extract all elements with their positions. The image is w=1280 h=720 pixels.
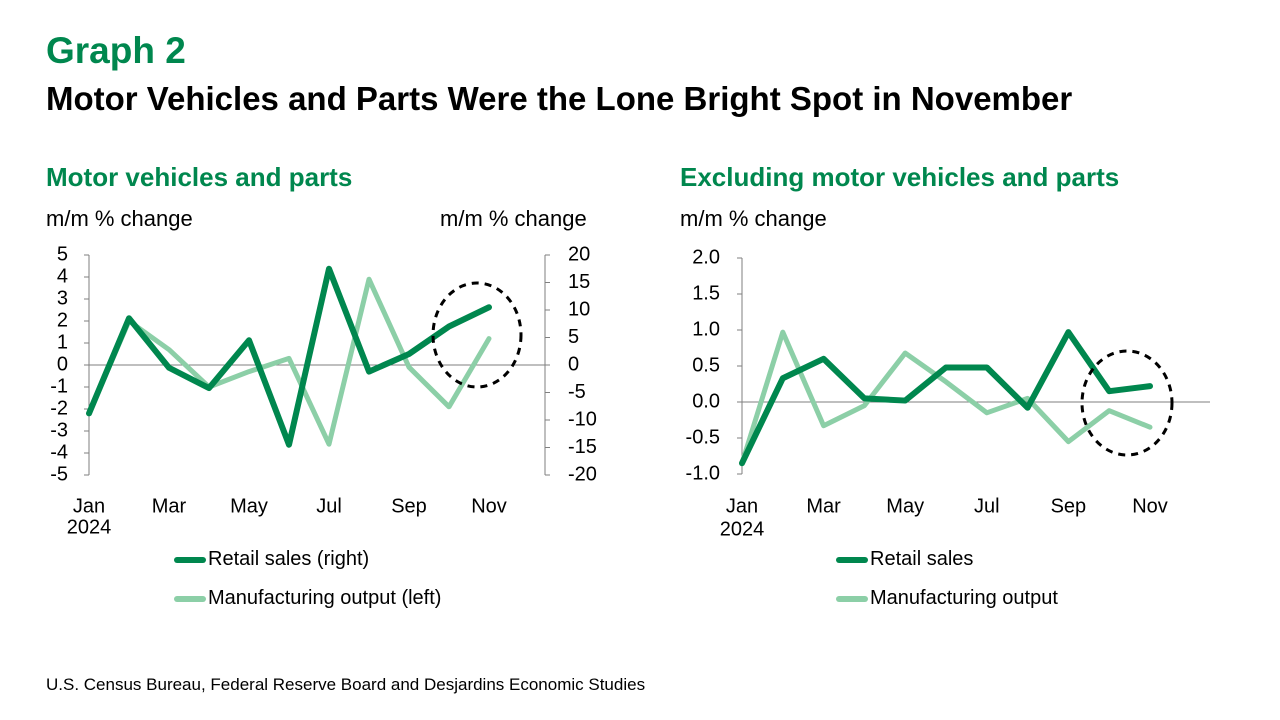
right-x-year-label: 2024 bbox=[720, 518, 765, 540]
legend-label: Retail sales (right) bbox=[208, 548, 370, 570]
right-chart-tick-label: 0.0 bbox=[692, 390, 720, 412]
right-chart-tick-label: -0.5 bbox=[686, 426, 720, 448]
right-chart-title: Excluding motor vehicles and parts bbox=[680, 162, 1120, 192]
source-note: U.S. Census Bureau, Federal Reserve Boar… bbox=[46, 675, 646, 694]
left-legend-manufacturing-output: Manufacturing output (left) bbox=[174, 587, 441, 610]
right-axis-tick-label: 0 bbox=[568, 353, 579, 375]
left-x-tick-label: Jul bbox=[316, 495, 342, 517]
legend-label: Manufacturing output (left) bbox=[208, 587, 442, 609]
right-x-tick-label: Jul bbox=[974, 495, 1000, 517]
left-series-manufacturing-output-line bbox=[86, 276, 492, 447]
right-x-tick-label: Mar bbox=[806, 495, 841, 517]
right-axis-tick-label: -5 bbox=[568, 381, 586, 403]
left-axis-tick-label: 1 bbox=[57, 331, 68, 353]
left-x-tick-label: May bbox=[230, 495, 268, 517]
left-axis-tick-label: -4 bbox=[50, 441, 68, 463]
page-title: Motor Vehicles and Parts Were the Lone B… bbox=[46, 80, 1073, 117]
left-x-tick-label: Mar bbox=[152, 495, 187, 517]
left-axis-tick-label: 3 bbox=[57, 287, 68, 309]
legend-swatch-dark-green bbox=[174, 556, 206, 563]
right-legend-retail-sales: Retail sales bbox=[836, 548, 973, 571]
right-axis-tick-label: 20 bbox=[568, 243, 590, 265]
left-x-tick-label: Jan bbox=[73, 495, 105, 517]
right-chart-tick-label: 1.0 bbox=[692, 318, 720, 340]
right-axis-tick-label: -10 bbox=[568, 408, 597, 430]
right-chart-axis-unit: m/m % change bbox=[680, 206, 827, 231]
left-axis-tick-label: 5 bbox=[57, 243, 68, 265]
legend-swatch-light-green bbox=[174, 595, 206, 602]
left-axis-tick-label: 2 bbox=[57, 309, 68, 331]
right-axis-tick-label: 10 bbox=[568, 298, 590, 320]
left-chart-left-axis-unit: m/m % change bbox=[46, 206, 193, 231]
right-axis-tick-label: -15 bbox=[568, 436, 597, 458]
right-x-tick-label: May bbox=[886, 495, 924, 517]
left-annotation-circle bbox=[431, 281, 523, 389]
right-series-manufacturing-output-line bbox=[739, 329, 1153, 466]
right-x-tick-label: Sep bbox=[1051, 495, 1087, 517]
legend-label: Retail sales bbox=[870, 548, 974, 570]
right-axis-tick-label: 5 bbox=[568, 326, 579, 348]
left-chart-title: Motor vehicles and parts bbox=[46, 162, 353, 192]
left-chart-right-axis-unit: m/m % change bbox=[440, 206, 587, 231]
left-axis-tick-label: 4 bbox=[57, 265, 68, 287]
left-x-tick-label: Sep bbox=[391, 495, 427, 517]
left-axis-tick-label: -3 bbox=[50, 419, 68, 441]
left-axis-tick-label: -5 bbox=[50, 463, 68, 485]
left-axis-tick-label: 0 bbox=[57, 353, 68, 375]
right-legend-manufacturing-output: Manufacturing output bbox=[836, 587, 1058, 610]
right-series-retail-sales-line bbox=[739, 329, 1153, 467]
left-x-year-label: 2024 bbox=[67, 516, 112, 538]
right-annotation-circle bbox=[1080, 349, 1174, 457]
right-axis-tick-label: -20 bbox=[568, 463, 597, 485]
left-legend-retail-sales: Retail sales (right) bbox=[174, 548, 369, 571]
graph-label: Graph 2 bbox=[46, 30, 186, 71]
right-axis-tick-label: 15 bbox=[568, 271, 590, 293]
right-chart-tick-label: 0.5 bbox=[692, 354, 720, 376]
legend-swatch-light-green bbox=[836, 595, 868, 602]
legend-swatch-dark-green bbox=[836, 556, 868, 563]
left-axis-tick-label: -1 bbox=[50, 375, 68, 397]
right-x-tick-label: Nov bbox=[1132, 495, 1168, 517]
left-axis-tick-label: -2 bbox=[50, 397, 68, 419]
legend-label: Manufacturing output bbox=[870, 587, 1058, 609]
right-chart-tick-label: 1.5 bbox=[692, 282, 720, 304]
right-x-tick-label: Jan bbox=[726, 495, 758, 517]
right-chart-tick-label: -1.0 bbox=[686, 462, 720, 484]
right-chart-tick-label: 2.0 bbox=[692, 246, 720, 268]
left-x-tick-label: Nov bbox=[471, 495, 507, 517]
